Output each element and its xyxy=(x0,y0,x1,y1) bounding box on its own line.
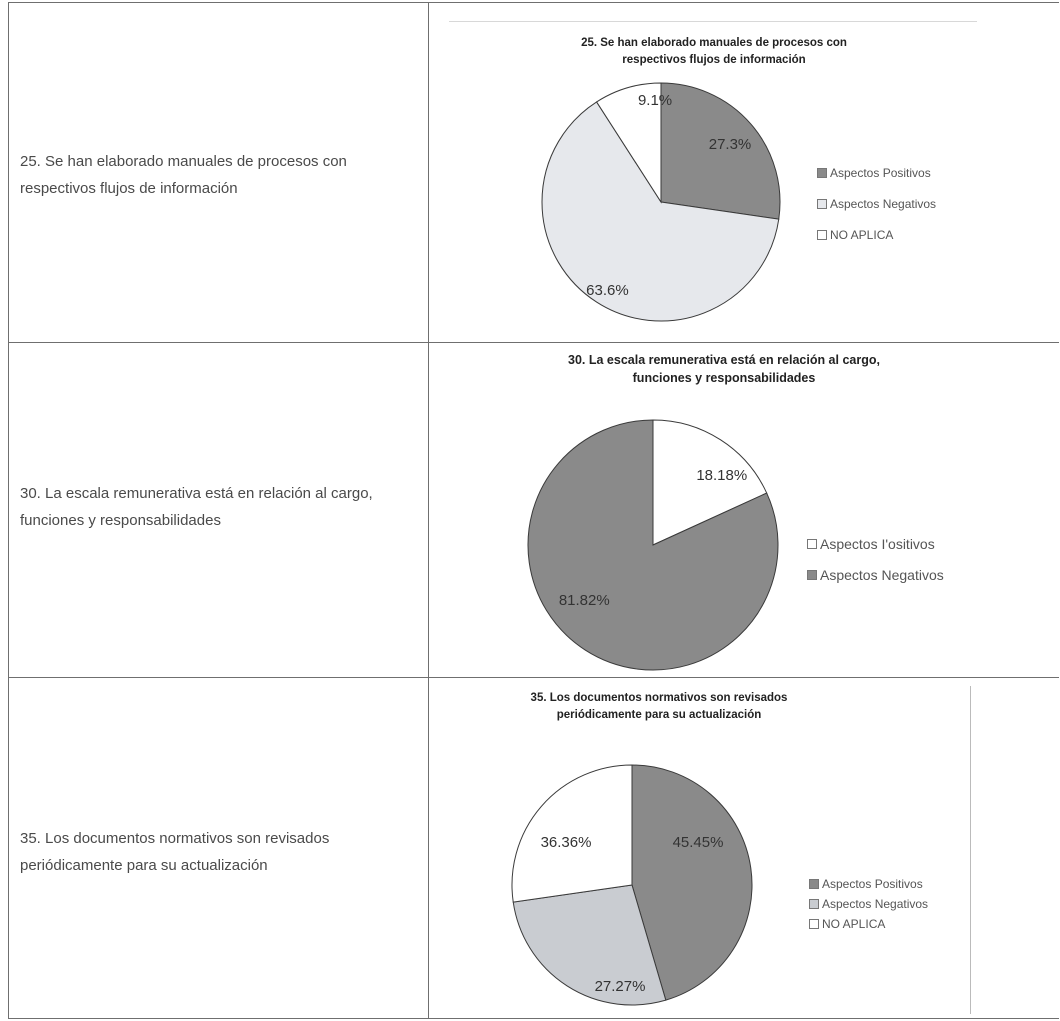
legend-label: Aspectos Positivos xyxy=(822,877,923,891)
chart-title: 35. Los documentos normativos son revisa… xyxy=(449,690,869,724)
pie-slice xyxy=(527,419,779,671)
legend-label: NO APLICA xyxy=(822,917,886,931)
legend-label: Aspectos Negativos xyxy=(822,897,929,911)
legend-label: NO APLICA xyxy=(830,228,894,242)
legend-item: Aspectos Negativos xyxy=(817,196,936,212)
chart-title-line-1: 25. Se han elaborado manuales de proceso… xyxy=(581,37,847,49)
slice-label: 9.1% xyxy=(638,92,672,109)
chart-title-line-1: 30. La escala remunerativa está en relac… xyxy=(568,353,880,367)
question-text: 35. Los documentos normativos son revisa… xyxy=(20,830,330,874)
legend-item: Aspectos Negativos xyxy=(809,896,928,912)
legend-swatch xyxy=(809,879,819,889)
column-divider xyxy=(428,678,429,1018)
chart-title-line-2: periódicamente para su actualización xyxy=(556,709,762,721)
pie-chart: 27.3% 63.6% 9.1% xyxy=(541,82,781,322)
legend-swatch xyxy=(807,570,817,580)
slice-label: 36.36% xyxy=(541,834,592,851)
column-divider xyxy=(428,3,429,343)
pie-chart: 45.45% 27.27% 36.36% xyxy=(511,764,753,1006)
slice-label: 18.18% xyxy=(696,467,747,484)
chart-title: 30. La escala remunerativa está en relac… xyxy=(449,351,999,387)
pie-slice xyxy=(660,82,781,220)
pie-slice xyxy=(511,764,633,903)
slice-label: 27.27% xyxy=(595,978,646,995)
pie-slice xyxy=(595,82,662,204)
legend-swatch xyxy=(807,539,817,549)
pie-slice xyxy=(512,884,667,1006)
chart-frame xyxy=(449,686,971,1014)
chart-legend: Aspectos Positivos Aspectos Negativos NO A… xyxy=(817,165,936,258)
legend-item: NO APLICA xyxy=(809,916,928,932)
survey-table: 25. Se han elaborado manuales de proceso… xyxy=(8,2,1059,1019)
chart-35: 35. Los documentos normativos son revisa… xyxy=(449,686,971,1016)
table-row: 30. La escala remunerativa está en relac… xyxy=(9,342,1059,678)
slice-label: 63.6% xyxy=(586,282,629,299)
legend-label: Aspectos I'ositivos xyxy=(820,536,935,552)
chart-title-line-2: funciones y responsabilidades xyxy=(632,371,816,385)
legend-label: Aspectos Positivos xyxy=(830,166,931,180)
legend-item: Aspectos I'ositivos xyxy=(807,536,944,552)
chart-title: 25. Se han elaborado manuales de proceso… xyxy=(449,35,979,69)
legend-swatch xyxy=(809,899,819,909)
legend-item: Aspectos Positivos xyxy=(817,165,936,181)
table-row: 35. Los documentos normativos son revisa… xyxy=(9,677,1059,1019)
pie-chart: 18.18% 81.82% xyxy=(527,419,779,671)
chart-25: 25. Se han elaborado manuales de proceso… xyxy=(449,21,979,341)
legend-item: Aspectos Positivos xyxy=(809,876,928,892)
legend-label: Aspectos Negativos xyxy=(820,567,944,583)
legend-swatch xyxy=(817,230,827,240)
legend-swatch xyxy=(817,199,827,209)
slice-label: 27.3% xyxy=(709,136,752,153)
chart-frame xyxy=(449,21,977,23)
slice-label: 45.45% xyxy=(673,834,724,851)
legend-item: Aspectos Negativos xyxy=(807,567,944,583)
chart-30: 30. La escala remunerativa está en relac… xyxy=(449,351,999,676)
pie-slice xyxy=(652,419,768,546)
chart-legend: Aspectos Positivos Aspectos Negativos NO A… xyxy=(809,876,928,936)
pie-slice xyxy=(541,101,780,322)
slice-label: 81.82% xyxy=(559,592,610,609)
column-divider xyxy=(428,343,429,678)
legend-label: Aspectos Negativos xyxy=(830,197,937,211)
question-text: 30. La escala remunerativa está en relac… xyxy=(20,485,373,529)
chart-legend: Aspectos I'ositivos Aspectos Negativos xyxy=(807,536,944,598)
pie-slice xyxy=(631,764,753,1001)
legend-swatch xyxy=(809,919,819,929)
question-text: 25. Se han elaborado manuales de proceso… xyxy=(20,153,347,197)
legend-item: NO APLICA xyxy=(817,227,936,243)
table-row: 25. Se han elaborado manuales de proceso… xyxy=(9,2,1059,343)
legend-swatch xyxy=(817,168,827,178)
chart-title-line-2: respectivos flujos de información xyxy=(622,54,806,66)
chart-title-line-1: 35. Los documentos normativos son revisa… xyxy=(530,692,788,704)
